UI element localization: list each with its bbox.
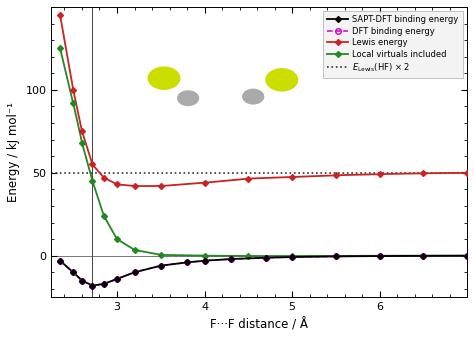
Circle shape bbox=[243, 89, 264, 104]
Legend: SAPT-DFT binding energy, DFT binding energy, Lewis energy, Local virtuals includ: SAPT-DFT binding energy, DFT binding ene… bbox=[323, 11, 463, 78]
X-axis label: F···F distance / Å: F···F distance / Å bbox=[210, 318, 308, 331]
Y-axis label: Energy / kJ mol⁻¹: Energy / kJ mol⁻¹ bbox=[7, 102, 20, 202]
Circle shape bbox=[266, 69, 298, 91]
Circle shape bbox=[148, 67, 180, 89]
Circle shape bbox=[178, 91, 199, 105]
